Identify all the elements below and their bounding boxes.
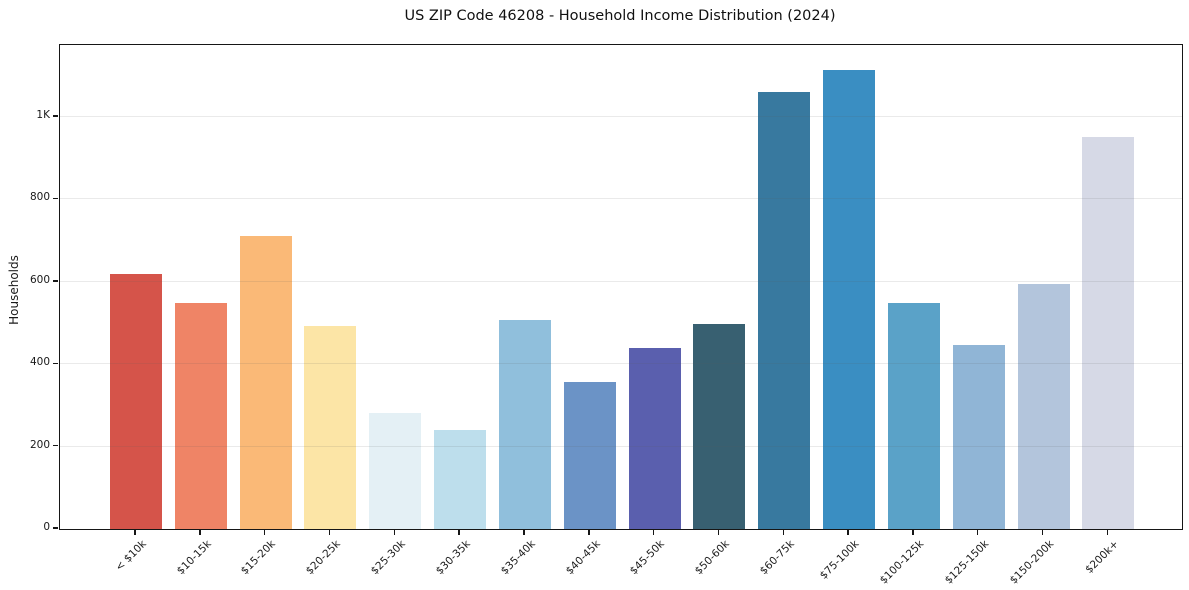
y-tick-label-1000: 1K (36, 109, 50, 122)
x-tick-label-$60-75k: $60-75k (757, 538, 797, 578)
y-tick-label-400: 400 (29, 356, 50, 369)
x-tick-label-$25-30k: $25-30k (368, 538, 408, 578)
bar-$15-20k (239, 236, 292, 529)
y-tick-600 (53, 280, 58, 282)
x-tick-$60-75k (782, 529, 784, 535)
x-tick-label-$75-100k: $75-100k (817, 538, 862, 582)
bar-$30-35k (434, 429, 487, 529)
bar-$100-125k (887, 303, 940, 529)
bar-$60-75k (758, 92, 811, 529)
y-tick-label-200: 200 (29, 438, 50, 451)
plot-inner (60, 45, 1182, 529)
x-tick-$100-125k (912, 529, 914, 535)
y-tick-200 (53, 444, 58, 447)
x-tick-$25-30k (393, 529, 395, 535)
x-tick-< $10k (134, 529, 136, 535)
x-tick-$40-45k (588, 529, 590, 535)
gridline-y-600 (60, 280, 1182, 282)
x-tick-$10-15k (199, 529, 201, 535)
bar-$45-50k (628, 347, 681, 529)
x-tick-label-$10-15k: $10-15k (174, 538, 214, 578)
y-tick-label-800: 800 (29, 191, 50, 204)
x-tick-label-< $10k: < $10k (112, 538, 149, 574)
x-tick-$75-100k (847, 529, 849, 535)
bar-< $10k (110, 274, 162, 529)
x-tick-label-$200k+: $200k+ (1083, 538, 1121, 576)
plot-area (59, 44, 1183, 530)
x-tick-$35-40k (523, 529, 525, 535)
x-tick-label-$30-35k: $30-35k (433, 538, 473, 578)
y-tick-400 (53, 362, 58, 364)
x-tick-$125-150k (977, 529, 979, 535)
chart-title: US ZIP Code 46208 - Household Income Dis… (404, 8, 836, 24)
x-tick-label-$150-200k: $150-200k (1007, 538, 1057, 587)
bar-$125-150k (952, 345, 1005, 529)
x-tick-$20-25k (328, 529, 331, 535)
x-tick-label-$35-40k: $35-40k (498, 538, 538, 578)
bar-$20-25k (304, 325, 357, 529)
x-tick-$200k+ (1106, 529, 1109, 535)
gridline-y-400 (60, 363, 1182, 365)
y-tick-label-600: 600 (29, 273, 50, 286)
x-tick-label-$125-150k: $125-150k (942, 538, 992, 587)
x-tick-$45-50k (652, 529, 655, 535)
bar-$200k+ (1082, 136, 1135, 529)
bar-$150-200k (1017, 284, 1070, 529)
bar-$10-15k (174, 303, 227, 529)
gridline-y-200 (60, 445, 1182, 447)
x-tick-label-$50-60k: $50-60k (692, 538, 732, 578)
y-tick-800 (53, 197, 58, 200)
y-tick-label-0: 0 (43, 521, 50, 533)
y-tick-0 (53, 527, 58, 529)
x-tick-label-$100-125k: $100-125k (877, 538, 927, 587)
y-tick-1000 (53, 115, 58, 117)
x-tick-$50-60k (717, 529, 720, 535)
x-tick-label-$40-45k: $40-45k (563, 538, 603, 578)
bar-$25-30k (369, 412, 422, 529)
bar-$35-40k (498, 320, 551, 529)
y-axis-label: Households (7, 255, 21, 325)
x-tick-$150-200k (1041, 529, 1044, 535)
bar-$50-60k (693, 324, 746, 529)
gridline-y-1000 (60, 116, 1182, 118)
x-tick-label-$15-20k: $15-20k (239, 538, 279, 578)
x-tick-label-$45-50k: $45-50k (628, 538, 668, 578)
x-tick-$30-35k (458, 529, 460, 535)
x-tick-$15-20k (263, 529, 266, 535)
gridline-y-800 (60, 198, 1182, 200)
x-tick-label-$20-25k: $20-25k (303, 538, 343, 578)
bar-$75-100k (823, 69, 876, 529)
bar-$40-45k (563, 381, 616, 529)
